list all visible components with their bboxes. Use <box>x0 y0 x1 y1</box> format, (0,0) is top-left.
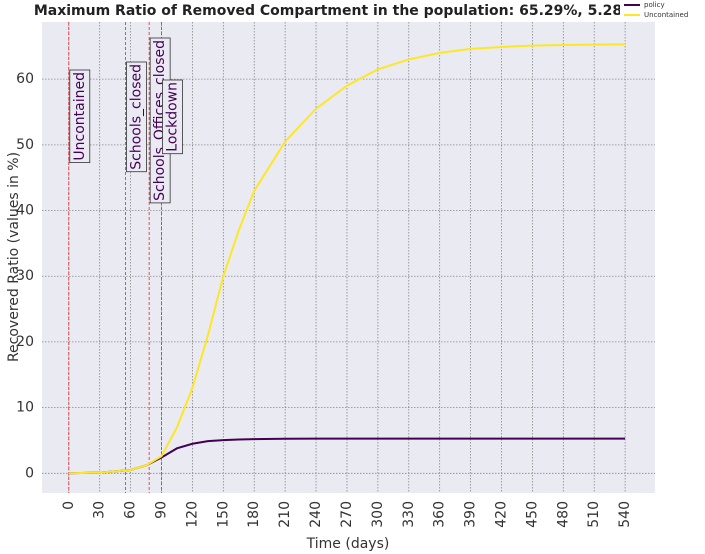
x-tick-label: 150 <box>215 501 231 528</box>
x-tick-label: 420 <box>493 501 509 528</box>
y-tick-label: 40 <box>16 203 34 219</box>
x-tick-label: 30 <box>92 501 108 519</box>
y-tick-label: 50 <box>16 137 34 153</box>
annotation-label: Lockdown <box>165 82 181 152</box>
annotation-box <box>69 69 91 163</box>
annotation-box <box>126 61 147 173</box>
x-tick-label: 300 <box>370 501 386 528</box>
y-tick-label: 10 <box>16 400 34 416</box>
x-tick-label: 0 <box>61 501 77 510</box>
annotation-label: Schools_closed <box>128 64 144 170</box>
x-tick-label: 390 <box>463 501 479 528</box>
x-tick-label: 270 <box>339 501 355 528</box>
x-tick-label: 540 <box>617 501 633 528</box>
x-tick-label: 90 <box>154 501 170 519</box>
y-tick-label: 0 <box>25 465 34 481</box>
series-line <box>68 43 626 475</box>
annotation-label: Uncontained <box>72 72 88 161</box>
x-tick-label: 210 <box>277 501 293 528</box>
x-tick-label: 330 <box>401 501 417 528</box>
legend-label: Uncontained <box>644 11 688 19</box>
x-tick-label: 60 <box>123 501 139 519</box>
annotation-box <box>162 79 183 155</box>
legend-box <box>620 0 705 22</box>
x-tick-label: 480 <box>555 501 571 528</box>
x-tick-label: 450 <box>524 501 540 528</box>
x-tick-label: 180 <box>246 501 262 528</box>
x-tick-label: 510 <box>586 501 602 528</box>
legend-label: policy <box>644 1 665 9</box>
x-tick-label: 360 <box>432 501 448 528</box>
x-tick-label: 120 <box>184 501 200 528</box>
y-tick-label: 20 <box>16 334 34 350</box>
x-axis-label: Time (days) <box>306 536 390 552</box>
y-tick-label: 60 <box>16 71 34 87</box>
chart-title: Maximum Ratio of Removed Compartment in … <box>34 3 636 19</box>
y-tick-label: 30 <box>16 268 34 284</box>
x-tick-label: 240 <box>308 501 324 528</box>
y-axis-label: Recovered Ratio (values in %) <box>6 152 22 362</box>
